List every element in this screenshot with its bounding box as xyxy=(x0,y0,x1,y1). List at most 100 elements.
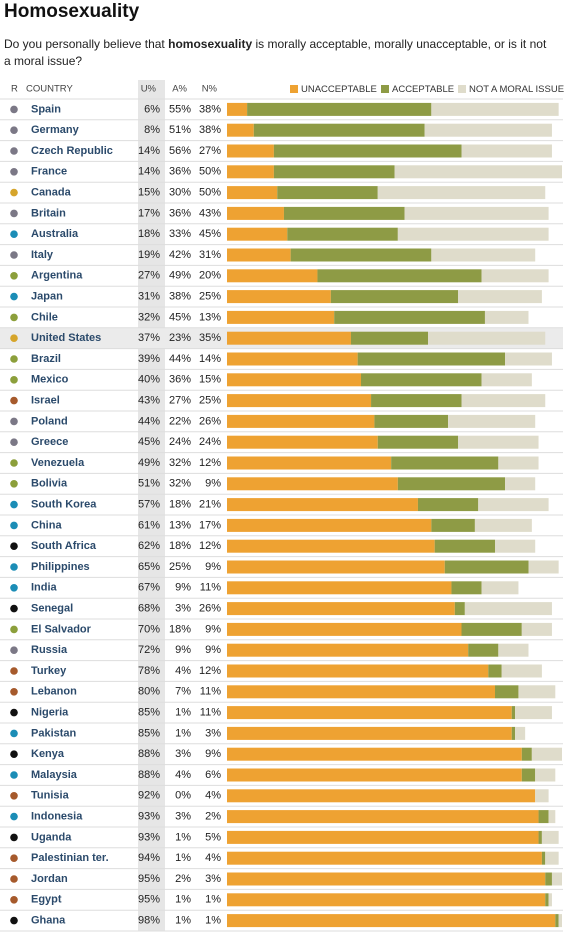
value-label: 95% xyxy=(138,873,160,885)
country-label: El Salvador xyxy=(31,623,92,635)
value-label: 9% xyxy=(205,748,221,760)
value-label: 88% xyxy=(138,769,160,781)
bar-segment xyxy=(521,747,532,761)
bar-segment xyxy=(227,290,331,304)
bar-segment xyxy=(334,310,485,324)
value-label: 70% xyxy=(138,623,160,635)
value-label: 12% xyxy=(199,540,221,552)
value-label: 3% xyxy=(175,748,191,760)
bar-segment xyxy=(227,706,512,720)
bar-segment xyxy=(227,914,556,928)
legend-label: UNACCEPTABLE xyxy=(301,84,377,95)
country-label: Senegal xyxy=(31,603,73,615)
value-label: 51% xyxy=(169,124,191,136)
value-label: 17% xyxy=(138,207,160,219)
bar-segment xyxy=(227,747,522,761)
value-label: 25% xyxy=(169,561,191,573)
value-label: 27% xyxy=(138,270,160,282)
bar-segment xyxy=(227,352,358,366)
bar-segment xyxy=(474,518,532,532)
bar-segment xyxy=(458,435,539,449)
country-label: Uganda xyxy=(31,831,72,843)
value-label: 62% xyxy=(138,540,160,552)
bar-segment xyxy=(283,206,405,220)
region-dot xyxy=(10,833,18,842)
bar-segment xyxy=(273,144,462,158)
value-label: 24% xyxy=(169,436,191,448)
region-dot xyxy=(10,188,18,197)
country-label: Greece xyxy=(31,436,68,448)
bar-segment xyxy=(481,269,549,283)
region-dot xyxy=(10,292,18,301)
value-label: 12% xyxy=(199,457,221,469)
value-label: 78% xyxy=(138,665,160,677)
bar-segment xyxy=(227,310,335,324)
country-label: Malaysia xyxy=(31,769,78,781)
value-label: 32% xyxy=(169,457,191,469)
bar-segment xyxy=(404,206,549,220)
region-dot xyxy=(10,792,18,800)
value-label: 49% xyxy=(169,270,191,282)
bar-segment xyxy=(227,872,546,886)
bar-segment xyxy=(227,102,248,116)
region-dot xyxy=(10,376,18,384)
value-label: 43% xyxy=(138,395,160,407)
region-dot xyxy=(10,313,18,322)
value-label: 88% xyxy=(138,748,160,760)
country-label: Ghana xyxy=(31,915,66,927)
country-label: Lebanon xyxy=(31,686,77,698)
bar-segment xyxy=(227,664,489,678)
value-label: 44% xyxy=(138,415,160,427)
value-label: 40% xyxy=(138,374,160,386)
value-label: 3% xyxy=(175,811,191,823)
value-label: 43% xyxy=(199,207,221,219)
bar-segment xyxy=(253,123,425,137)
value-label: 30% xyxy=(169,187,191,199)
country-label: Chile xyxy=(31,311,58,323)
value-label: 7% xyxy=(175,686,191,698)
value-label: 1% xyxy=(175,831,191,843)
bar-segment xyxy=(227,602,455,616)
value-label: 2% xyxy=(175,873,191,885)
value-label: 1% xyxy=(175,915,191,927)
bar-segment xyxy=(227,810,539,824)
value-label: 18% xyxy=(138,228,160,240)
region-dot xyxy=(10,708,18,717)
value-label: 45% xyxy=(138,436,160,448)
country-label: Kenya xyxy=(31,748,65,760)
bar-segment xyxy=(538,830,542,844)
subtitle-part: a moral issue? xyxy=(4,54,82,68)
value-label: 72% xyxy=(138,644,160,656)
country-label: Russia xyxy=(31,644,68,656)
bar-segment xyxy=(227,518,432,532)
value-label: 23% xyxy=(169,332,191,344)
bar-segment xyxy=(511,706,516,720)
bar-segment xyxy=(374,414,449,428)
bar-segment xyxy=(511,726,516,740)
region-dot xyxy=(10,459,18,467)
bar-segment xyxy=(431,518,475,532)
bar-segment xyxy=(528,560,559,574)
value-label: 93% xyxy=(138,811,160,823)
bar-segment xyxy=(434,539,495,553)
value-label: 38% xyxy=(199,103,221,115)
row-header: R xyxy=(11,84,18,95)
value-label: 3% xyxy=(205,727,221,739)
bar-segment xyxy=(227,269,318,283)
bar-segment xyxy=(377,435,459,449)
category-header: COUNTRY xyxy=(26,84,73,95)
value-label: 0% xyxy=(175,790,191,802)
value-label: 42% xyxy=(169,249,191,261)
value-label: 14% xyxy=(199,353,221,365)
bar-segment xyxy=(371,394,462,408)
bar-segment xyxy=(545,851,559,865)
bar-segment xyxy=(227,123,254,137)
legend-swatch xyxy=(458,85,466,93)
value-label: 4% xyxy=(175,769,191,781)
bar-segment xyxy=(397,477,506,491)
bar-segment xyxy=(461,622,522,636)
bar-segment xyxy=(448,414,536,428)
bar-segment xyxy=(391,456,499,470)
bar-segment xyxy=(227,789,536,803)
value-label: 36% xyxy=(169,166,191,178)
